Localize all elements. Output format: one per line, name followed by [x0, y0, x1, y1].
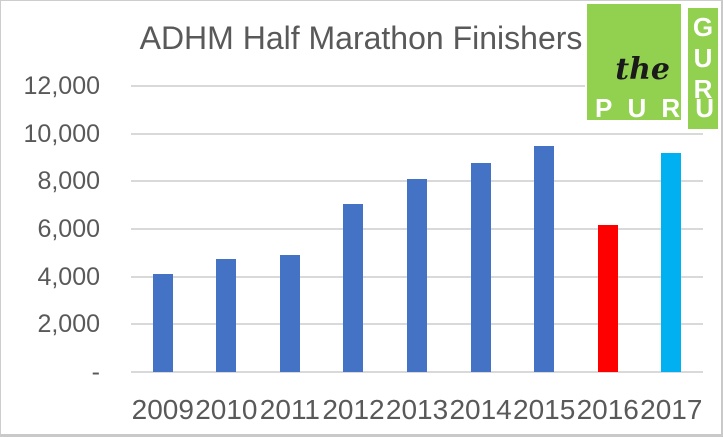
x-tick-label: 2013: [385, 394, 449, 425]
chart-title: ADHM Half Marathon Finishers: [139, 20, 583, 56]
bar-cell: [576, 86, 640, 372]
x-tick-label: 2015: [513, 394, 576, 425]
bar-cell: [640, 86, 704, 372]
x-tick-label: 2012: [322, 394, 385, 425]
bar-cell: [195, 86, 259, 372]
x-axis-labels: 2009 2010 2011 2012 2013 2014 2015 2016 2017: [131, 393, 703, 427]
bar-2013: [407, 178, 428, 372]
logo-letter: R: [693, 74, 713, 104]
logo-letter: U: [627, 93, 647, 123]
x-tick-label: 2016: [576, 394, 639, 425]
bar-2014: [470, 163, 491, 372]
gridline: [131, 371, 703, 373]
logo-letter: U: [693, 43, 713, 73]
y-tick-label: -: [91, 358, 100, 386]
logo-letter: R: [661, 93, 681, 123]
bar-cell: [449, 86, 513, 372]
x-tick-label: 2017: [640, 394, 703, 425]
x-tick-label: 2010: [195, 394, 258, 425]
bar-2016: [597, 225, 618, 372]
bar-cell: [322, 86, 386, 372]
bar-2012: [343, 203, 364, 372]
logo-green-square: the: [587, 4, 681, 120]
bar-cell: [385, 86, 449, 372]
y-tick-label: 8,000: [37, 167, 100, 196]
y-tick-label: 12,000: [23, 72, 100, 100]
logo-letter: G: [692, 12, 714, 42]
y-tick-label: 2,000: [37, 310, 100, 339]
bar-2009: [152, 274, 173, 372]
bar-2015: [534, 145, 555, 372]
y-tick-label: 4,000: [37, 262, 100, 291]
logo-script-text: the: [615, 52, 670, 87]
bar-2011: [279, 255, 300, 372]
x-tick-label: 2009: [131, 394, 194, 425]
bar-cell: [258, 86, 322, 372]
gridline: [131, 85, 703, 87]
logo-letter: P: [595, 93, 613, 123]
x-tick-label: 2014: [449, 394, 512, 425]
x-tick-label: 2011: [259, 394, 321, 425]
bar-2010: [216, 258, 237, 372]
logo-letter: U: [695, 93, 714, 123]
bar-2017: [661, 152, 682, 372]
bars-area: [131, 86, 703, 372]
y-tick-label: 6,000: [37, 215, 100, 243]
y-tick-label: 10,000: [23, 119, 100, 148]
bar-cell: [131, 86, 195, 372]
bar-cell: [512, 86, 576, 372]
gridline: [131, 132, 703, 135]
